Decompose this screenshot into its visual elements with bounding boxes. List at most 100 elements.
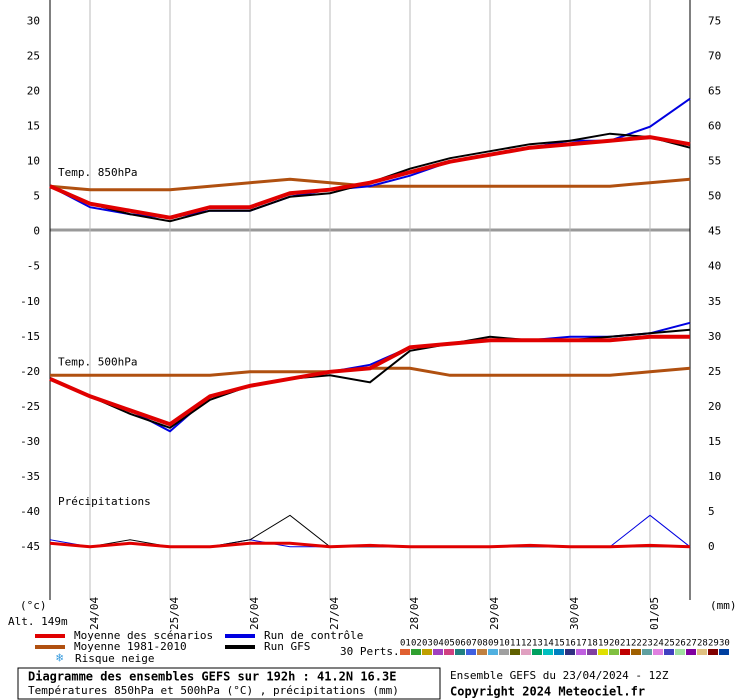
y2-tick-label: 10 — [708, 470, 721, 483]
series-line — [49, 334, 690, 427]
y2-tick-label: 15 — [708, 435, 721, 448]
y-tick-label: 20 — [27, 85, 40, 98]
perturbation-number: 09 — [488, 639, 499, 649]
perturbation-number: 10 — [499, 639, 510, 649]
y2-tick-label: 75 — [708, 15, 721, 28]
x-tick-label: 29/04 — [488, 597, 501, 630]
perturbation-swatch — [631, 649, 641, 655]
series-line — [49, 135, 691, 220]
snow-label: Risque neige — [75, 652, 154, 665]
perturbation-number: 01 — [400, 639, 411, 649]
perturbation-swatch — [455, 649, 465, 655]
perturbation-number: 28 — [697, 639, 708, 649]
perturbation-swatch — [433, 649, 443, 655]
y-tick-label: -5 — [27, 260, 40, 273]
y2-tick-label: 65 — [708, 85, 721, 98]
perturbation-swatch — [400, 649, 410, 655]
perturbation-swatch — [620, 649, 630, 655]
perturbations-label: 30 Perts. — [340, 645, 400, 658]
series-line — [49, 321, 691, 433]
legend-label: Moyenne 1981-2010 — [74, 640, 187, 653]
y-tick-label: -15 — [20, 330, 40, 343]
perturbation-swatch — [609, 649, 619, 655]
y-tick-label: -45 — [20, 540, 40, 553]
panel-label: Précipitations — [58, 495, 151, 508]
y-tick-label: -30 — [20, 435, 40, 448]
y-tick-label: 5 — [33, 190, 40, 203]
perturbation-swatch — [444, 649, 454, 655]
y-tick-label: 15 — [27, 120, 40, 133]
perturbation-number: 27 — [686, 639, 697, 649]
panel-label: Temp. 500hPa — [58, 355, 137, 368]
x-tick-label: 30/04 — [568, 597, 581, 630]
perturbation-swatch — [488, 649, 498, 655]
snow-icon: ❄ — [56, 651, 63, 665]
y-tick-label: -10 — [20, 295, 40, 308]
perturbation-number: 30 — [719, 639, 730, 649]
perturbation-swatch — [565, 649, 575, 655]
perturbation-number: 13 — [532, 639, 543, 649]
perturbation-swatch — [543, 649, 553, 655]
perturbation-number: 11 — [510, 639, 521, 649]
perturbation-swatch — [477, 649, 487, 655]
perturbation-number: 04 — [433, 639, 444, 649]
y2-tick-label: 60 — [708, 120, 721, 133]
y-tick-label: 0 — [33, 225, 40, 238]
perturbation-swatch — [510, 649, 520, 655]
y2-tick-label: 45 — [708, 225, 721, 238]
perturbation-number: 20 — [609, 639, 620, 649]
footer-box — [17, 667, 441, 700]
perturbation-number: 24 — [653, 639, 664, 649]
altitude: Alt. 149m — [8, 615, 68, 628]
perturbation-swatch — [521, 649, 531, 655]
perturbation-number: 22 — [631, 639, 642, 649]
y2-tick-label: 55 — [708, 155, 721, 168]
perturbation-number: 15 — [554, 639, 565, 649]
y2-unit: (mm) — [710, 599, 737, 612]
perturbation-swatch — [598, 649, 608, 655]
perturbation-number: 17 — [576, 639, 587, 649]
y2-tick-label: 25 — [708, 365, 721, 378]
y2-tick-label: 70 — [708, 50, 721, 63]
panel-label: Temp. 850hPa — [58, 166, 137, 179]
y-tick-label: 25 — [27, 50, 40, 63]
x-tick-label: 28/04 — [408, 597, 421, 630]
y2-tick-label: 20 — [708, 400, 721, 413]
perturbation-swatch — [697, 649, 707, 655]
perturbation-swatch — [576, 649, 586, 655]
perturbation-number: 14 — [543, 639, 554, 649]
y-tick-label: -25 — [20, 400, 40, 413]
legend-label: Run de contrôle — [264, 629, 363, 642]
y2-tick-label: 0 — [708, 540, 715, 553]
perturbation-swatch — [532, 649, 542, 655]
perturbation-number: 19 — [598, 639, 609, 649]
y-tick-label: 30 — [27, 15, 40, 28]
perturbation-number: 18 — [587, 639, 598, 649]
perturbation-number: 12 — [521, 639, 532, 649]
y2-tick-label: 30 — [708, 330, 721, 343]
perturbation-swatch — [686, 649, 696, 655]
perturbation-swatch — [675, 649, 685, 655]
x-tick-label: 24/04 — [88, 597, 101, 630]
perturbation-swatch — [422, 649, 432, 655]
perturbation-number: 26 — [675, 639, 686, 649]
run-info: Ensemble GEFS du 23/04/2024 - 12Z — [450, 669, 669, 682]
y-unit: (°c) — [20, 599, 47, 612]
perturbation-number: 25 — [664, 639, 675, 649]
perturbation-number: 23 — [642, 639, 653, 649]
x-tick-label: 01/05 — [648, 597, 661, 630]
perturbation-number: 02 — [411, 639, 422, 649]
legend-label: Moyenne des scénarios — [74, 629, 213, 642]
x-tick-label: 27/04 — [328, 597, 341, 630]
perturbation-swatch — [466, 649, 476, 655]
perturbation-swatch — [587, 649, 597, 655]
perturbation-swatch — [554, 649, 564, 655]
perturbation-number: 21 — [620, 639, 631, 649]
copyright: Copyright 2024 Meteociel.fr — [450, 685, 645, 699]
perturbation-swatch — [411, 649, 421, 655]
perturbation-swatch — [499, 649, 509, 655]
perturbation-swatch — [642, 649, 652, 655]
perturbation-number: 16 — [565, 639, 576, 649]
